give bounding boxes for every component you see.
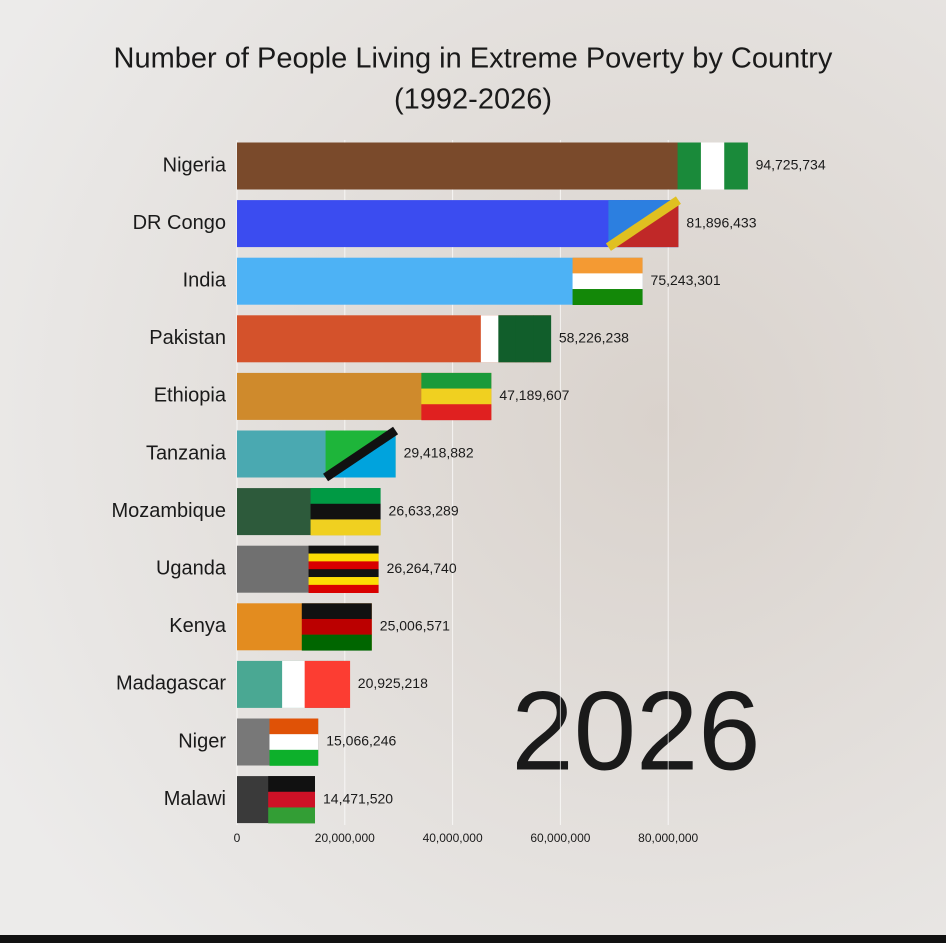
x-tick-label: 80,000,000	[638, 831, 698, 845]
bar	[237, 142, 748, 190]
category-label: Kenya	[169, 615, 227, 637]
flag-stripe	[268, 807, 316, 824]
flag-stripe	[308, 569, 379, 578]
flag-stripe	[605, 196, 681, 251]
flag-stripe	[304, 660, 328, 708]
chart-title: Number of People Living in Extreme Pover…	[114, 43, 833, 75]
flag-stripe	[700, 142, 725, 190]
category-label: Tanzania	[146, 442, 227, 464]
value-label: 15,066,246	[326, 733, 396, 749]
category-label: Nigeria	[163, 154, 227, 176]
flag-stripe	[421, 388, 492, 405]
flag-stripe	[268, 791, 316, 808]
value-label: 29,418,882	[404, 445, 474, 461]
value-label: 47,189,607	[499, 387, 569, 403]
flag-stripe	[323, 426, 399, 482]
flag-stripe	[677, 142, 702, 190]
flag-stripe	[533, 315, 552, 363]
flag-stripe	[421, 372, 492, 389]
grid	[236, 140, 669, 825]
flag-stripe	[572, 289, 643, 305]
value-label: 20,925,218	[358, 675, 428, 691]
flag-stripe	[310, 488, 381, 505]
value-label: 75,243,301	[651, 272, 721, 288]
category-label: Uganda	[156, 557, 227, 579]
value-label: 81,896,433	[686, 214, 756, 230]
category-label: Madagascar	[116, 673, 226, 695]
flag-stripe	[269, 749, 319, 766]
category-label: Malawi	[164, 788, 226, 810]
flag-stripe	[308, 553, 379, 562]
value-label: 26,264,740	[387, 560, 457, 576]
flag-stripe	[282, 660, 305, 708]
flag-stripe	[498, 315, 517, 363]
x-tick-label: 40,000,000	[423, 831, 483, 845]
flag-stripe	[572, 257, 643, 274]
flag-stripe	[301, 603, 372, 620]
flag-stripe	[515, 315, 534, 363]
flag-stripe	[301, 634, 372, 651]
flag-stripe	[308, 561, 379, 570]
x-tick-label: 20,000,000	[315, 831, 375, 845]
category-label: Mozambique	[111, 500, 226, 522]
value-label: 94,725,734	[756, 157, 826, 173]
x-tick-label: 60,000,000	[530, 831, 590, 845]
bottom-strip	[0, 935, 946, 943]
flag-stripe	[268, 776, 316, 793]
flag-stripe	[269, 734, 319, 751]
value-label: 14,471,520	[323, 790, 393, 806]
category-label: Pakistan	[149, 327, 226, 349]
x-tick-label: 0	[234, 831, 241, 845]
flag-stripe	[480, 315, 499, 363]
flag-stripe	[572, 273, 643, 290]
flag-stripe	[308, 577, 379, 586]
value-label: 58,226,238	[559, 330, 629, 346]
flag-stripe	[724, 142, 748, 190]
year-label: 2026	[511, 669, 760, 794]
category-label: Ethiopia	[154, 385, 227, 407]
category-label: India	[183, 269, 227, 291]
bar	[237, 200, 679, 248]
value-label: 26,633,289	[389, 502, 459, 518]
flag-stripe	[308, 584, 379, 593]
flag-stripe	[310, 519, 381, 536]
category-label: DR Congo	[133, 212, 226, 234]
value-label: 25,006,571	[380, 618, 450, 634]
flag-stripe	[327, 660, 351, 708]
flag-stripe	[421, 404, 492, 421]
chart-subtitle: (1992-2026)	[394, 84, 552, 116]
flag-stripe	[269, 718, 319, 735]
category-label: Niger	[178, 730, 226, 752]
flag-stripe	[310, 503, 381, 520]
flag-stripe	[301, 618, 372, 635]
flag-stripe	[308, 545, 379, 554]
